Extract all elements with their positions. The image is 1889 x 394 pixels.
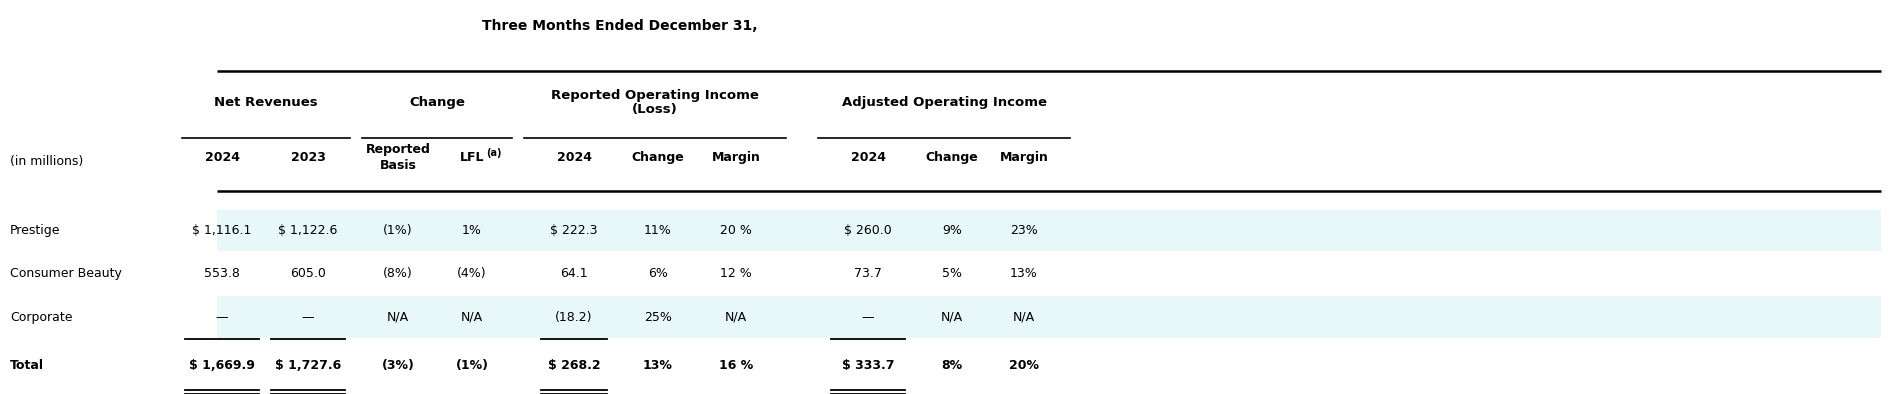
Text: 12 %: 12 % bbox=[720, 268, 752, 280]
Text: 6%: 6% bbox=[648, 268, 667, 280]
Text: $ 1,116.1: $ 1,116.1 bbox=[193, 224, 251, 237]
Text: Margin: Margin bbox=[710, 151, 759, 164]
Text: Change: Change bbox=[408, 96, 465, 109]
Text: (8%): (8%) bbox=[383, 268, 412, 280]
Text: (4%): (4%) bbox=[457, 268, 487, 280]
Text: Margin: Margin bbox=[999, 151, 1048, 164]
Text: Adjusted Operating Income: Adjusted Operating Income bbox=[841, 96, 1047, 109]
Text: 9%: 9% bbox=[941, 224, 962, 237]
Text: (1%): (1%) bbox=[455, 359, 487, 372]
Text: 1%: 1% bbox=[461, 224, 482, 237]
Bar bbox=[217, 345, 1880, 386]
Text: 16 %: 16 % bbox=[718, 359, 752, 372]
Text: (in millions): (in millions) bbox=[9, 155, 83, 168]
Text: 23%: 23% bbox=[1009, 224, 1037, 237]
Text: $ 222.3: $ 222.3 bbox=[550, 224, 597, 237]
Text: 11%: 11% bbox=[644, 224, 671, 237]
Text: Reported
Basis: Reported Basis bbox=[365, 143, 431, 172]
Text: Corporate: Corporate bbox=[9, 311, 72, 323]
Text: 20%: 20% bbox=[1009, 359, 1039, 372]
Text: Change: Change bbox=[926, 151, 979, 164]
Text: $ 1,122.6: $ 1,122.6 bbox=[278, 224, 338, 237]
Text: 605.0: 605.0 bbox=[289, 268, 325, 280]
Text: 8%: 8% bbox=[941, 359, 962, 372]
Text: —: — bbox=[861, 311, 875, 323]
Text: (1%): (1%) bbox=[383, 224, 412, 237]
Text: (a): (a) bbox=[485, 148, 501, 158]
Text: $ 1,669.9: $ 1,669.9 bbox=[189, 359, 255, 372]
Text: 2023: 2023 bbox=[291, 151, 325, 164]
Text: $ 1,727.6: $ 1,727.6 bbox=[274, 359, 340, 372]
Text: Change: Change bbox=[631, 151, 684, 164]
Text: 5%: 5% bbox=[941, 268, 962, 280]
Text: LFL: LFL bbox=[459, 151, 484, 164]
Text: 2024: 2024 bbox=[204, 151, 240, 164]
Text: 2024: 2024 bbox=[850, 151, 886, 164]
Text: $ 260.0: $ 260.0 bbox=[844, 224, 892, 237]
Text: 73.7: 73.7 bbox=[854, 268, 882, 280]
Bar bbox=[217, 210, 1880, 251]
Text: Net Revenues: Net Revenues bbox=[213, 96, 317, 109]
Text: Total: Total bbox=[9, 359, 43, 372]
Text: $ 268.2: $ 268.2 bbox=[548, 359, 601, 372]
Text: (18.2): (18.2) bbox=[555, 311, 593, 323]
Bar bbox=[217, 297, 1880, 338]
Text: (3%): (3%) bbox=[382, 359, 414, 372]
Text: 64.1: 64.1 bbox=[559, 268, 587, 280]
Text: 553.8: 553.8 bbox=[204, 268, 240, 280]
Text: N/A: N/A bbox=[387, 311, 408, 323]
Text: Consumer Beauty: Consumer Beauty bbox=[9, 268, 121, 280]
Text: N/A: N/A bbox=[941, 311, 963, 323]
Text: (Loss): (Loss) bbox=[631, 103, 678, 116]
Text: $ 333.7: $ 333.7 bbox=[841, 359, 893, 372]
Text: 25%: 25% bbox=[644, 311, 672, 323]
Text: Prestige: Prestige bbox=[9, 224, 60, 237]
Text: —: — bbox=[302, 311, 314, 323]
Text: N/A: N/A bbox=[725, 311, 746, 323]
Text: 2024: 2024 bbox=[555, 151, 591, 164]
Text: Three Months Ended December 31,: Three Months Ended December 31, bbox=[482, 19, 757, 33]
Text: N/A: N/A bbox=[1013, 311, 1035, 323]
Text: N/A: N/A bbox=[461, 311, 484, 323]
Text: 13%: 13% bbox=[1009, 268, 1037, 280]
Bar bbox=[217, 253, 1880, 295]
Text: 20 %: 20 % bbox=[720, 224, 752, 237]
Text: Reported Operating Income: Reported Operating Income bbox=[552, 89, 759, 102]
Text: 13%: 13% bbox=[642, 359, 672, 372]
Text: —: — bbox=[215, 311, 229, 323]
